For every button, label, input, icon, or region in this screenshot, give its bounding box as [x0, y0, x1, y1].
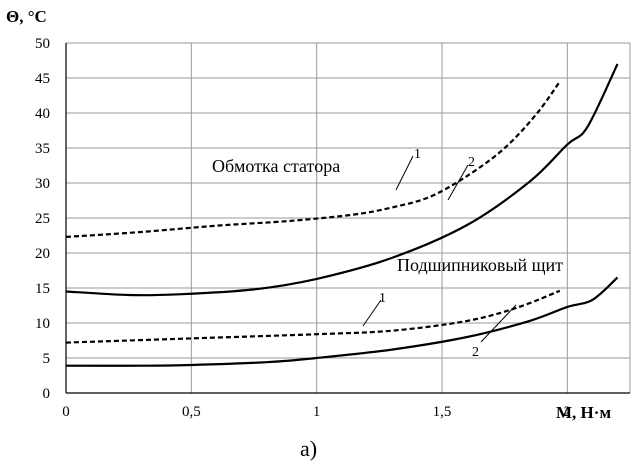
y-tick-label: 40	[35, 106, 50, 122]
y-tick-label: 30	[35, 176, 50, 192]
axes	[65, 43, 630, 394]
y-tick-label: 10	[35, 316, 50, 332]
y-tick-label: 50	[35, 36, 50, 52]
annotation-stator-winding: Обмотка статора	[212, 156, 340, 176]
stator-curve-2	[65, 63, 619, 297]
annotation-leader-line	[480, 304, 517, 343]
x-axis-title: M, Н·м	[556, 403, 611, 422]
bearing-curve-2	[65, 276, 619, 367]
y-tick-label: 20	[35, 246, 50, 262]
figure-caption: а)	[300, 436, 317, 461]
x-tick-label: 2	[564, 404, 572, 420]
annotation-bearing-shield: Подшипниковый щит	[397, 255, 563, 275]
y-tick-label: 5	[43, 351, 51, 367]
y-tick-label: 0	[43, 386, 51, 402]
y-tick-label: 45	[35, 71, 50, 87]
bearing-curve-2-label: 2	[472, 345, 479, 360]
x-tick-label: 1	[313, 404, 321, 420]
annotation-leader-line	[447, 164, 469, 201]
data-series	[65, 63, 619, 367]
x-tick-label: 1,5	[433, 404, 452, 420]
stator-curve-2-label: 2	[468, 155, 475, 170]
chart-text: Θ, °C M, Н·м а) Обмотка статора Подшипни…	[6, 7, 611, 461]
x-tick-label: 0,5	[182, 404, 201, 420]
y-tick-label: 25	[35, 211, 50, 227]
y-tick-label: 35	[35, 141, 50, 157]
annotation-leader-line	[362, 299, 382, 327]
y-axis-title: Θ, °C	[6, 7, 47, 26]
annotation-leader-line	[395, 155, 414, 191]
y-tick-label: 15	[35, 281, 50, 297]
bearing-curve-1	[65, 289, 561, 344]
stator-curve-1-label: 1	[414, 147, 421, 162]
gridlines	[66, 42, 631, 393]
bearing-curve-1-label: 1	[379, 291, 386, 306]
x-tick-label: 0	[62, 404, 70, 420]
stator-curve-1	[65, 80, 561, 238]
annotation-leaders	[362, 155, 517, 343]
